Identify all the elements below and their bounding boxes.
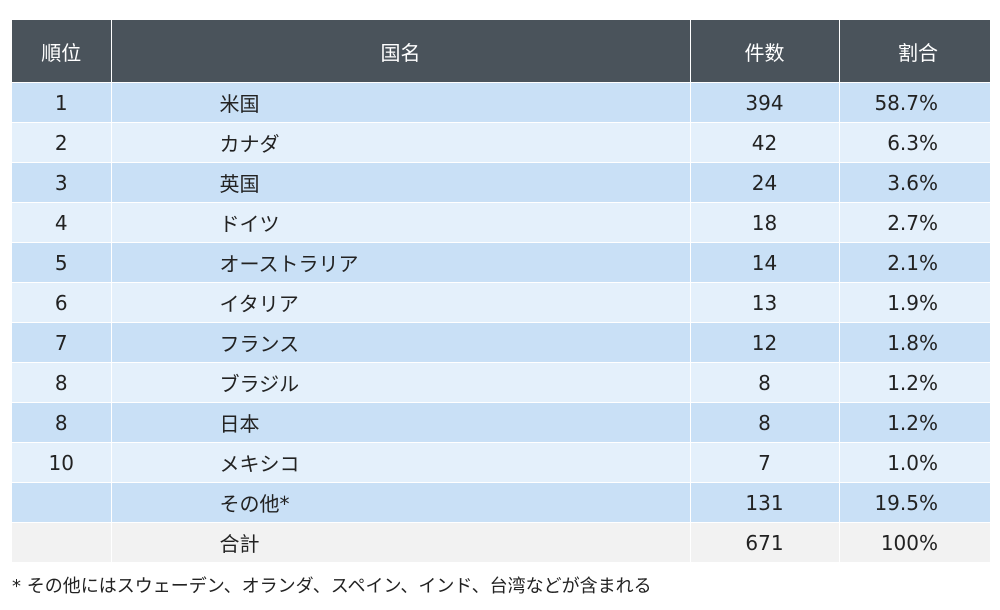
cell-country: 米国 (111, 82, 691, 123)
cell-country: メキシコ (111, 442, 691, 483)
cell-country: その他* (111, 482, 691, 523)
cell-rank: 8 (12, 362, 112, 403)
table-row: 7 フランス 12 1.8% (12, 322, 990, 363)
cell-count: 8 (690, 362, 840, 403)
cell-rank (12, 482, 112, 523)
cell-share: 1.0% (839, 442, 990, 483)
header-share: 割合 (839, 20, 990, 83)
cell-country: ブラジル (111, 362, 691, 403)
footnote: * その他にはスウェーデン、オランダ、スペイン、インド、台湾などが含まれる (12, 576, 652, 597)
table-row: 3 英国 24 3.6% (12, 162, 990, 203)
cell-count: 12 (690, 322, 840, 363)
cell-rank: 6 (12, 282, 112, 323)
cell-share: 6.3% (839, 122, 990, 163)
cell-share: 3.6% (839, 162, 990, 203)
cell-country: オーストラリア (111, 242, 691, 283)
table-row: 5 オーストラリア 14 2.1% (12, 242, 990, 283)
table-row: 6 イタリア 13 1.9% (12, 282, 990, 323)
cell-count: 14 (690, 242, 840, 283)
table-header-row: 順位 国名 件数 割合 (12, 20, 990, 83)
table-row: 4 ドイツ 18 2.7% (12, 202, 990, 243)
cell-share: 19.5% (839, 482, 990, 523)
cell-country: フランス (111, 322, 691, 363)
total-row: 合計 671 100% (12, 522, 990, 562)
cell-share: 2.1% (839, 242, 990, 283)
cell-rank (12, 522, 112, 562)
table-body: 1 米国 394 58.7% 2 カナダ 42 6.3% 3 英国 24 3.6% 4 ドイツ 18 2.7%… (12, 82, 990, 562)
cell-share: 58.7% (839, 82, 990, 123)
header-country: 国名 (111, 20, 691, 83)
cell-country: ドイツ (111, 202, 691, 243)
cell-rank: 7 (12, 322, 112, 363)
cell-share: 1.8% (839, 322, 990, 363)
cell-share: 2.7% (839, 202, 990, 243)
cell-count: 671 (690, 522, 840, 562)
cell-country: 日本 (111, 402, 691, 443)
table-row: 2 カナダ 42 6.3% (12, 122, 990, 163)
cell-rank: 3 (12, 162, 112, 203)
header-count: 件数 (690, 20, 840, 83)
table-row: 8 ブラジル 8 1.2% (12, 362, 990, 403)
cell-count: 131 (690, 482, 840, 523)
cell-country: カナダ (111, 122, 691, 163)
cell-country: 英国 (111, 162, 691, 203)
cell-count: 42 (690, 122, 840, 163)
cell-rank: 8 (12, 402, 112, 443)
cell-rank: 1 (12, 82, 112, 123)
cell-count: 7 (690, 442, 840, 483)
table-row: その他* 131 19.5% (12, 482, 990, 523)
table-row: 10 メキシコ 7 1.0% (12, 442, 990, 483)
cell-share: 100% (839, 522, 990, 562)
cell-share: 1.2% (839, 362, 990, 403)
cell-count: 18 (690, 202, 840, 243)
cell-country: 合計 (111, 522, 691, 562)
header-rank: 順位 (12, 20, 112, 83)
table-row: 1 米国 394 58.7% (12, 82, 990, 123)
cell-count: 24 (690, 162, 840, 203)
cell-share: 1.2% (839, 402, 990, 443)
cell-rank: 4 (12, 202, 112, 243)
cell-count: 8 (690, 402, 840, 443)
cell-rank: 10 (12, 442, 112, 483)
cell-country: イタリア (111, 282, 691, 323)
country-ranking-table: 順位 国名 件数 割合 1 米国 394 58.7% 2 カナダ 42 6.3% 3 英国 24 3.… (12, 20, 990, 562)
cell-share: 1.9% (839, 282, 990, 323)
cell-rank: 2 (12, 122, 112, 163)
table-row: 8 日本 8 1.2% (12, 402, 990, 443)
cell-count: 13 (690, 282, 840, 323)
cell-rank: 5 (12, 242, 112, 283)
cell-count: 394 (690, 82, 840, 123)
